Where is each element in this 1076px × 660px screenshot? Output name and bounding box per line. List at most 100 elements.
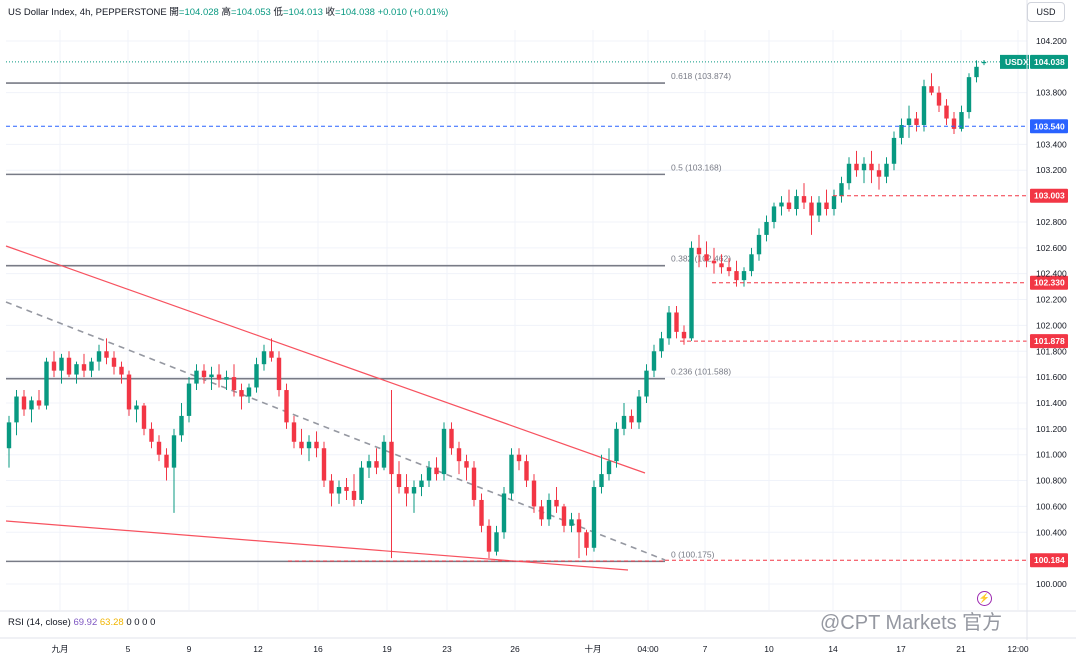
candle-body	[111, 357, 117, 367]
y-tick-label: 103.400	[1036, 139, 1067, 149]
change-value: +0.010 (+0.01%)	[377, 7, 449, 18]
price-tag-text: 100.184	[1034, 555, 1065, 565]
candle-body	[179, 415, 184, 436]
candle-body	[539, 506, 544, 520]
candle-body	[576, 519, 582, 533]
candle-body	[314, 441, 319, 449]
candle-body	[704, 254, 709, 261]
candle-body	[419, 480, 424, 488]
fib-label: 0.382 (102.462)	[671, 254, 731, 264]
candle-body	[494, 532, 499, 552]
y-tick-label: 102.400	[1036, 269, 1067, 279]
candle-body	[231, 377, 237, 391]
candle-body	[426, 467, 432, 481]
price-tag-text: 103.540	[1034, 121, 1065, 131]
candle-body	[756, 234, 762, 255]
candle-body	[254, 364, 259, 388]
candle-body	[749, 254, 754, 272]
candle-body	[696, 247, 702, 255]
symbol-text: US Dollar Index, 4h, PEPPERSTONE	[8, 7, 167, 18]
candle-body	[936, 92, 942, 106]
candle-body	[501, 493, 507, 533]
candle-body	[171, 435, 177, 468]
y-tick-label: 100.400	[1036, 527, 1067, 537]
y-tick-label: 100.600	[1036, 501, 1067, 511]
grid-layer	[6, 30, 1027, 610]
candle-body	[921, 86, 927, 125]
candle-body	[186, 383, 192, 416]
candle-body	[726, 267, 732, 272]
close-label: 收	[325, 7, 336, 18]
candle-body	[569, 519, 574, 526]
candle-body	[306, 441, 312, 449]
candle-body	[891, 137, 897, 164]
candle-body	[786, 202, 792, 210]
candle-body	[771, 206, 777, 222]
candle-body	[366, 461, 372, 468]
price-tag-text: 104.038	[1034, 57, 1065, 67]
candle-body	[329, 480, 334, 494]
candle-body	[636, 396, 642, 423]
x-tick-label: 7	[703, 644, 708, 654]
candle-body	[389, 441, 394, 475]
candle-body	[824, 202, 829, 210]
x-tick-label: 9	[187, 644, 192, 654]
candle-body	[816, 202, 822, 216]
candle-body	[974, 66, 979, 78]
candle-body	[944, 105, 949, 119]
candle-body	[606, 461, 612, 475]
candle-body	[381, 441, 387, 468]
candle-body	[59, 357, 64, 371]
candle-body	[779, 202, 784, 207]
x-tick-label: 21	[956, 644, 966, 654]
y-tick-label: 103.800	[1036, 88, 1067, 98]
candle-body	[689, 247, 694, 339]
price-tag	[1030, 188, 1068, 203]
candle-body	[456, 448, 462, 462]
rsi-extra: 0 0 0 0	[126, 617, 156, 628]
candle-body	[666, 312, 672, 339]
lightning-icon[interactable]: ⚡	[977, 591, 992, 606]
candle-body	[651, 351, 657, 371]
candle-body	[411, 487, 417, 494]
candle-body	[794, 196, 799, 210]
candle-body	[614, 428, 619, 462]
y-tick-label: 101.600	[1036, 372, 1067, 382]
watermark: @CPT Markets 官方	[820, 612, 1003, 634]
candle-body	[876, 170, 882, 177]
candle-body	[929, 86, 934, 93]
low-label: 低	[273, 7, 283, 18]
candle-body	[66, 357, 72, 375]
downtrend-line-upper	[5, 245, 646, 474]
candle-body	[854, 163, 859, 171]
candle-body	[809, 202, 814, 216]
candle-body	[74, 364, 79, 375]
candle-body	[344, 487, 349, 491]
currency-button[interactable]: USD	[1027, 2, 1065, 22]
y-tick-label: 103.200	[1036, 165, 1067, 175]
open-label: 開	[169, 7, 179, 18]
candle-body	[321, 448, 327, 481]
symbol-tag	[1000, 54, 1029, 69]
candle-body	[546, 499, 552, 520]
candle-body	[644, 370, 649, 397]
candle-body	[246, 387, 252, 397]
rsi-legend: RSI (14, close) 69.92 63.28 0 0 0 0	[8, 617, 155, 628]
candle-body	[674, 312, 679, 332]
y-tick-label: 102.000	[1036, 320, 1067, 330]
candle-body	[869, 163, 874, 171]
rsi-label: RSI (14, close)	[8, 617, 71, 628]
candle-body	[239, 390, 244, 397]
candle-body	[336, 487, 342, 494]
candle-body	[194, 370, 199, 384]
fib-label: 0.618 (103.874)	[671, 71, 731, 81]
candle-body	[884, 163, 889, 177]
candle-body	[6, 422, 12, 449]
y-tick-label: 102.200	[1036, 295, 1067, 305]
rsi-value: 69.92	[73, 617, 98, 628]
trendline-layer	[5, 245, 666, 571]
dashed-trend-line	[5, 301, 666, 561]
price-tag-text: 102.330	[1034, 278, 1065, 288]
candle-body	[734, 271, 739, 281]
